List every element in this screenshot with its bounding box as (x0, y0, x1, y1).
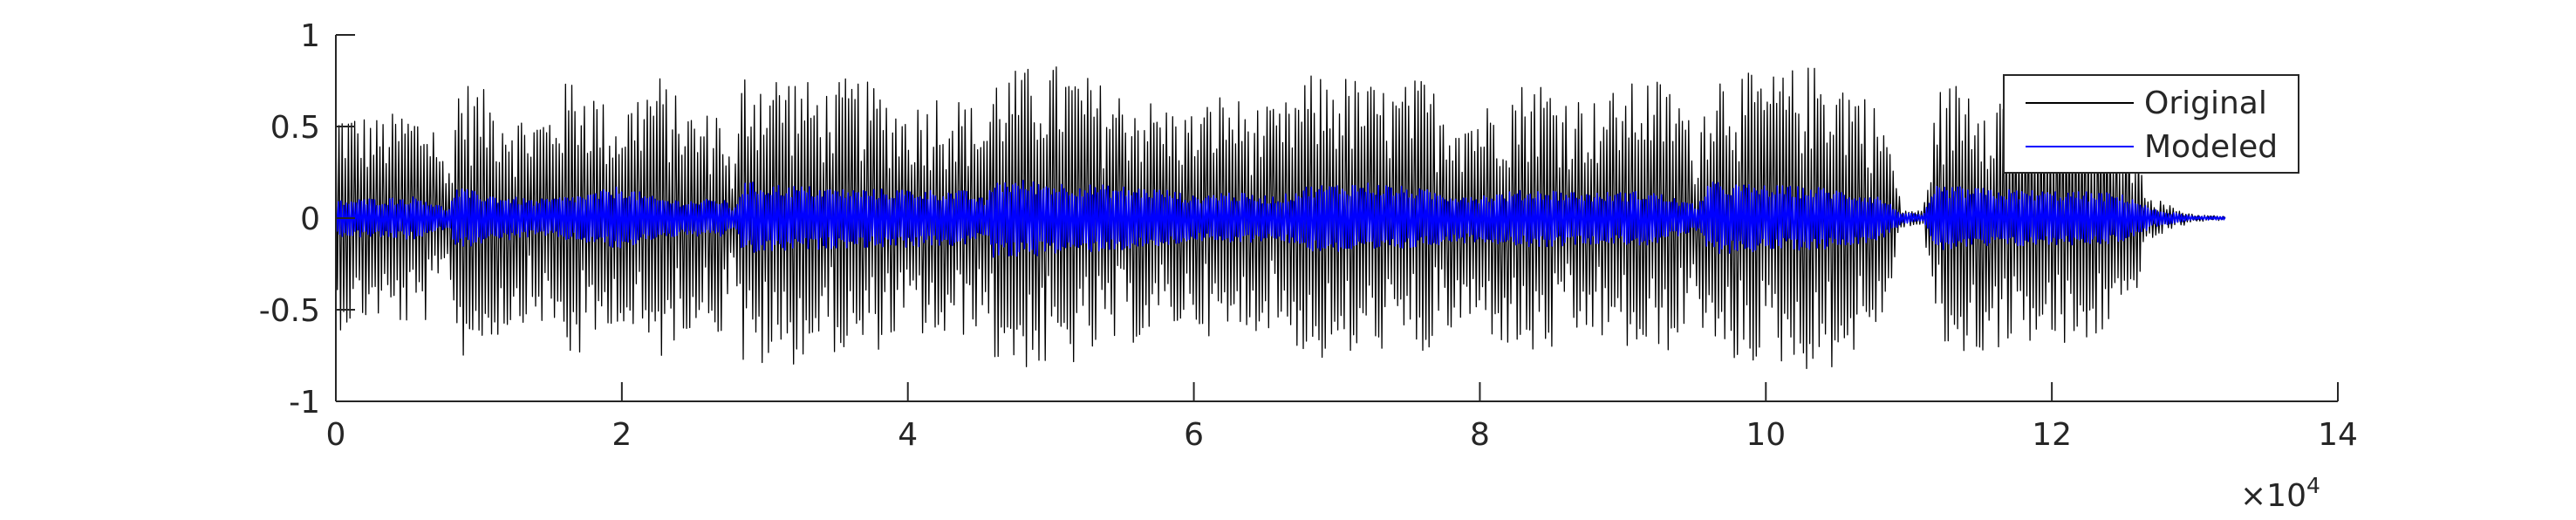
x-ticks: 0 2 4 6 8 10 12 14 (326, 382, 2358, 453)
series-line-modeled (335, 180, 2226, 258)
y-tick-label: 1 (300, 18, 320, 54)
axes: 0 2 4 6 8 10 12 14 10.50-0.5-1 ×104 (259, 18, 2358, 514)
y-tick-label: 0.5 (270, 110, 320, 146)
y-tick-label: -1 (289, 385, 320, 421)
x-tick-label: 14 (2318, 417, 2358, 453)
legend: Original Modeled (2003, 74, 2299, 174)
x-tick-label: 0 (326, 417, 346, 453)
x-exponent-label: ×104 (2240, 473, 2320, 514)
x-exponent-base: ×10 (2240, 478, 2306, 514)
x-tick-label: 10 (1746, 417, 1786, 453)
y-ticks: 1 0.5 0 -0.5 -1 (259, 18, 355, 421)
plot-area (335, 66, 2226, 370)
y-tick-label: 0 (300, 202, 320, 237)
x-tick-label: 4 (898, 417, 918, 453)
x-tick-label: 8 (1470, 417, 1490, 453)
legend-label-modeled: Modeled (2144, 129, 2278, 165)
x-tick-label: 12 (2032, 417, 2072, 453)
x-tick-label: 2 (612, 417, 632, 453)
y-tick-label: -0.5 (259, 293, 320, 329)
x-tick-label: 6 (1184, 417, 1204, 453)
legend-label-original: Original (2144, 86, 2267, 121)
legend-box (2003, 74, 2299, 174)
x-exponent-power: 4 (2306, 473, 2320, 498)
